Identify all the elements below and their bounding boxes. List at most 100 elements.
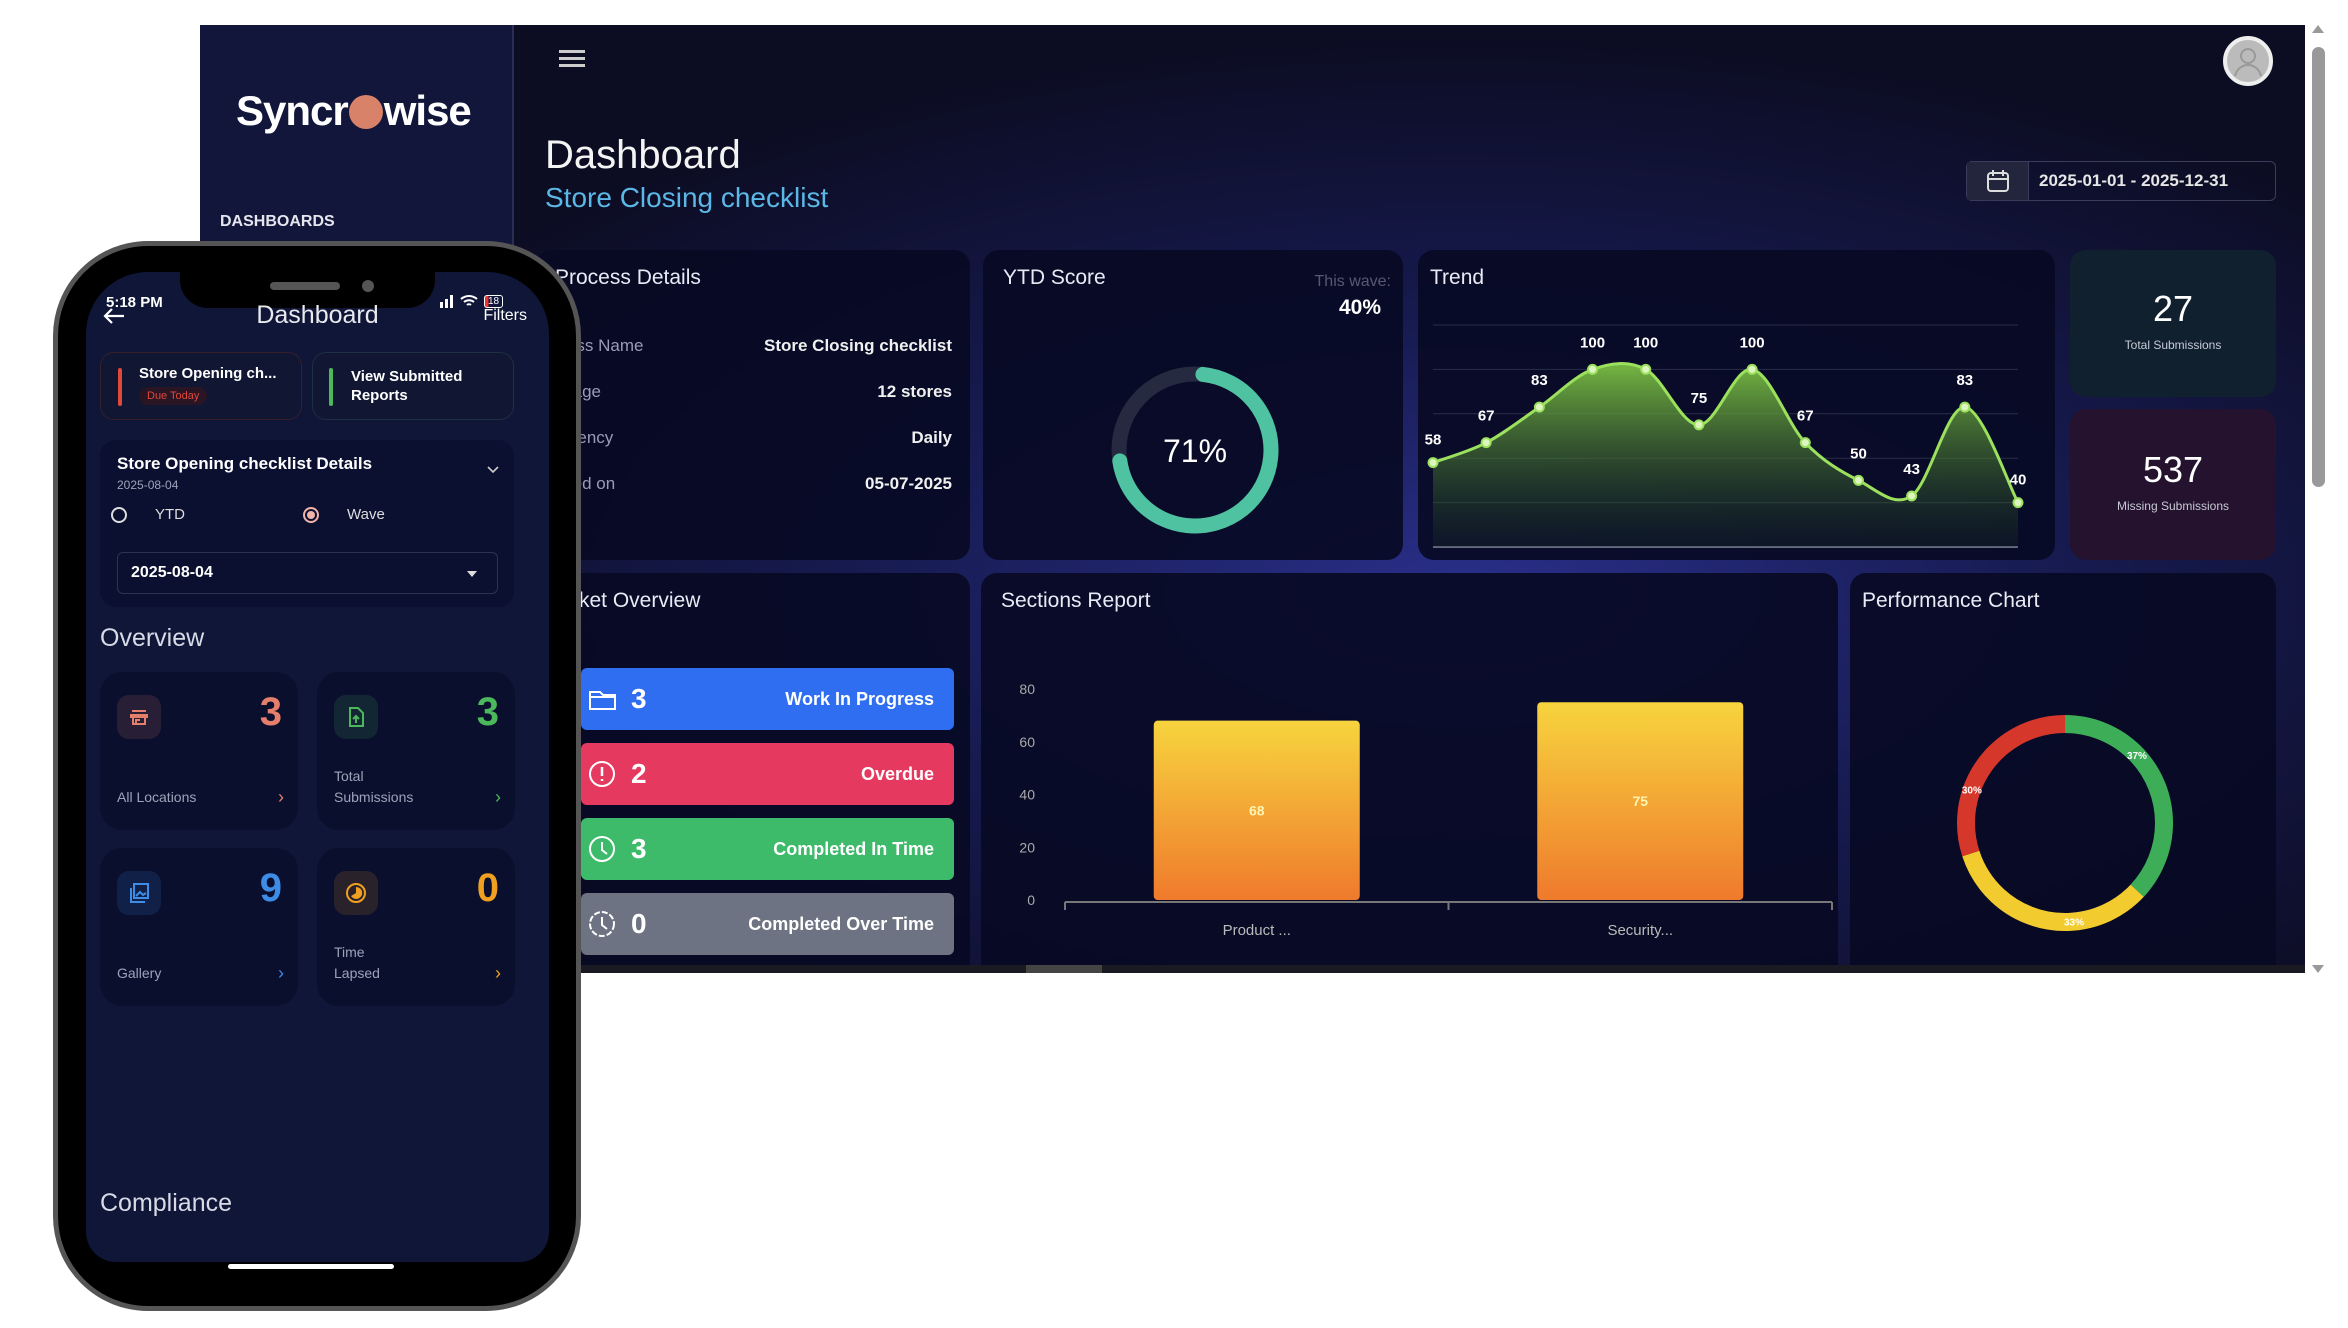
filters-button[interactable]: Filters	[483, 307, 527, 324]
trend-point[interactable]	[1533, 401, 1545, 413]
trend-point[interactable]	[1427, 457, 1439, 469]
store-opening-task-card[interactable]: Store Opening ch... Due Today	[100, 352, 302, 420]
trend-point[interactable]	[1640, 363, 1652, 375]
trend-point[interactable]	[2012, 497, 2024, 509]
trend-point[interactable]	[1906, 490, 1918, 502]
ticket-status-button[interactable]: 3 Work In Progress	[581, 668, 954, 730]
chevron-down-icon[interactable]	[486, 462, 500, 480]
trend-point[interactable]	[1959, 401, 1971, 413]
bar-value-label: 68	[1249, 802, 1265, 818]
logo[interactable]: Syncr wise	[236, 87, 472, 135]
radio-wave[interactable]: Wave	[303, 506, 385, 523]
overview-tile[interactable]: 0 Time Lapsed ›	[317, 848, 515, 1006]
scrollbar-thumb[interactable]	[1026, 965, 1102, 973]
ticket-label: Work In Progress	[785, 688, 934, 709]
ticket-status-button[interactable]: 2 Overdue	[581, 743, 954, 805]
date-range-value: 2025-01-01 - 2025-12-31	[2039, 171, 2229, 190]
dropdown-caret-icon[interactable]	[467, 571, 477, 582]
trend-data-label: 83	[1956, 372, 1973, 389]
view-submitted-reports-card[interactable]: View Submitted Reports	[312, 352, 514, 420]
trend-area	[1433, 363, 2018, 547]
scroll-down-icon[interactable]	[2312, 965, 2324, 973]
phone-notch	[180, 272, 435, 308]
process-details-card: Process Details ocess Name Store Closing …	[535, 250, 970, 560]
tile-label: Total Submissions	[334, 768, 414, 805]
chevron-right-icon[interactable]: ›	[495, 787, 501, 807]
ticket-count: 0	[631, 908, 647, 939]
sections-bar-chart: 0 20 40 60 80 68 Product ... 75 Security...	[1019, 681, 1833, 939]
trend-card: Trend 58 67 83 100 100 75 100 67 50 43 83 40	[1418, 250, 2055, 560]
missing-submissions-value: 537	[2142, 449, 2204, 490]
overview-heading: Overview	[100, 624, 205, 652]
radio-checked-icon[interactable]	[303, 506, 319, 523]
scrollbar-thumb[interactable]	[2312, 47, 2325, 487]
user-avatar[interactable]	[2223, 36, 2273, 86]
trend-point[interactable]	[1852, 474, 1864, 486]
chevron-right-icon[interactable]: ›	[278, 963, 284, 983]
x-category-label: Security...	[1607, 922, 1673, 939]
section-bar[interactable]	[1153, 720, 1360, 900]
ticket-count: 3	[631, 683, 647, 714]
missing-submissions-card[interactable]: 537 Missing Submissions	[2070, 409, 2276, 560]
trend-data-label: 75	[1691, 390, 1708, 407]
calendar-icon[interactable]	[1967, 162, 2029, 200]
task-title: Store Opening ch...	[139, 365, 277, 382]
ytd-gauge	[1111, 366, 1279, 534]
trend-data-label: 67	[1797, 408, 1814, 425]
slice-label: 37%	[2127, 751, 2147, 762]
compliance-heading: Compliance	[100, 1189, 233, 1217]
hamburger-menu-icon[interactable]	[559, 49, 585, 74]
y-tick-label: 0	[1027, 892, 1035, 908]
ticket-count: 3	[631, 833, 647, 864]
trend-point[interactable]	[1480, 437, 1492, 449]
trend-data-label: 100	[1740, 334, 1765, 351]
radio-label: Wave	[347, 506, 385, 523]
trend-point[interactable]	[1746, 363, 1758, 375]
store-icon	[117, 695, 161, 739]
ticket-label: Overdue	[860, 763, 934, 784]
ticket-status-button[interactable]: 0 Completed Over Time	[581, 893, 954, 955]
card-title: Sections Report	[1001, 589, 1151, 612]
phone-mockup: 5:18 PM 18 Dashboard Filters Store Openi…	[53, 241, 581, 1311]
tile-value: 9	[259, 866, 282, 910]
trend-point[interactable]	[1587, 363, 1599, 375]
alert-circle-icon	[589, 761, 615, 787]
ticket-label: Completed Over Time	[748, 913, 934, 934]
ticket-count: 2	[631, 758, 647, 789]
trend-point[interactable]	[1693, 419, 1705, 431]
overview-tile[interactable]: 3 All Locations ›	[100, 672, 298, 830]
chevron-right-icon[interactable]: ›	[495, 963, 501, 983]
tile-label: Gallery	[117, 965, 162, 981]
overview-tile[interactable]: 3 Total Submissions ›	[317, 672, 515, 830]
donut-slice[interactable]	[1940, 698, 2189, 947]
dropdown-value: 2025-08-04	[131, 564, 213, 581]
bar-value-label: 75	[1632, 793, 1648, 809]
tile-label: Time Lapsed	[334, 944, 380, 981]
tile-label: All Locations	[117, 789, 197, 805]
section-bar[interactable]	[1537, 702, 1744, 900]
sync-icon	[348, 95, 383, 129]
radio-ytd[interactable]: YTD	[111, 506, 185, 523]
date-range-picker[interactable]: 2025-01-01 - 2025-12-31	[1966, 161, 2276, 201]
trend-data-label: 100	[1633, 334, 1658, 351]
radio-label: YTD	[155, 506, 185, 523]
ticket-status-button[interactable]: 3 Completed In Time	[581, 818, 954, 880]
trend-point[interactable]	[1799, 437, 1811, 449]
wave-date-dropdown[interactable]: 2025-08-04	[117, 552, 498, 594]
folder-icon	[589, 691, 616, 710]
radio-unchecked-icon[interactable]	[111, 506, 127, 523]
vertical-scrollbar[interactable]	[2310, 25, 2328, 973]
chevron-right-icon[interactable]: ›	[278, 787, 284, 807]
home-indicator[interactable]	[228, 1264, 394, 1269]
signal-icon	[440, 295, 453, 308]
phone-title: Dashboard	[256, 301, 379, 329]
overview-tile[interactable]: 9 Gallery ›	[100, 848, 298, 1006]
scroll-up-icon[interactable]	[2312, 25, 2324, 33]
tile-value: 3	[259, 690, 282, 734]
trend-line-chart: 58 67 83 100 100 75 100 67 50 43 83 40	[1425, 324, 2026, 548]
total-submissions-card[interactable]: 27 Total Submissions	[2070, 250, 2276, 397]
card-title: Process Details	[555, 266, 701, 289]
y-tick-label: 40	[1019, 787, 1035, 803]
back-arrow-icon[interactable]	[102, 306, 126, 331]
horizontal-scrollbar[interactable]	[200, 965, 2305, 973]
